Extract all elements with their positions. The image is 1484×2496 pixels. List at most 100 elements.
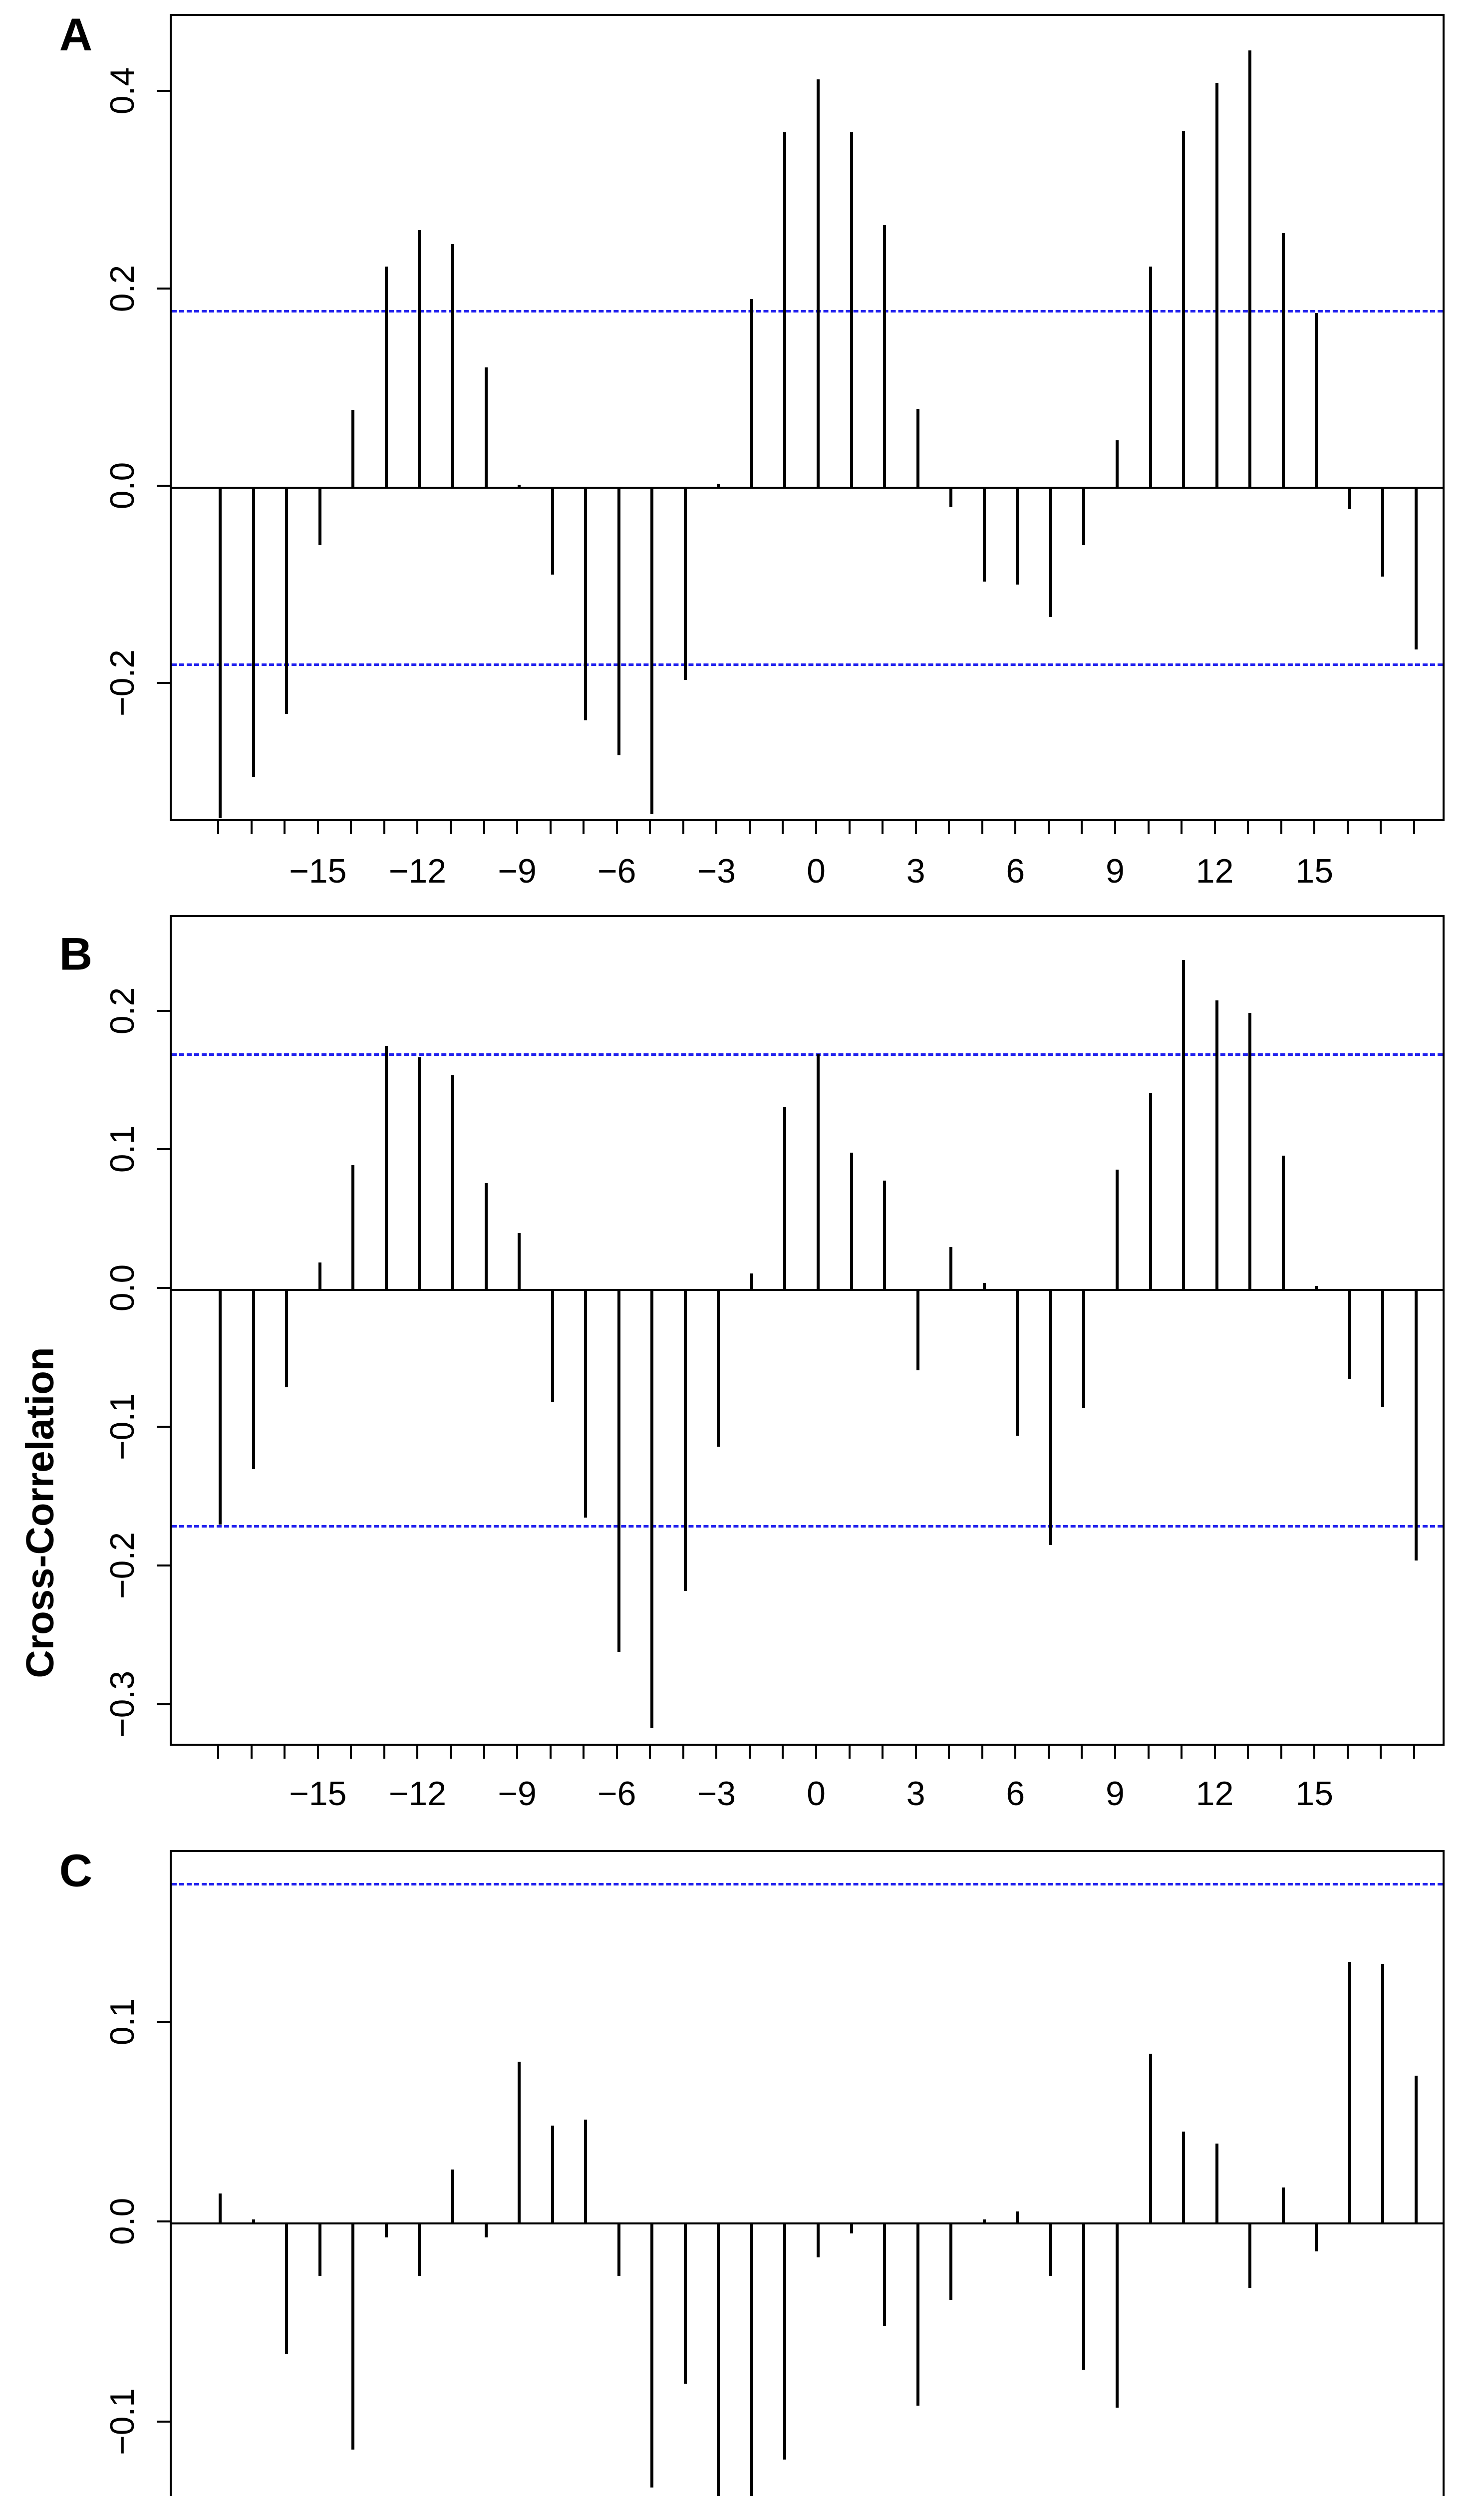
x-tick-lag--16: [284, 821, 286, 834]
ccf-bar-lag--17: [252, 1290, 255, 1469]
ccf-bar-lag-13: [1248, 2223, 1252, 2288]
ccf-bar-lag--16: [285, 1290, 289, 1387]
ccf-bar-lag-1: [850, 1153, 853, 1290]
x-tick-lag--4: [682, 1746, 684, 1759]
zero-line: [172, 486, 1443, 489]
ccf-bar-lag-0: [817, 1054, 820, 1290]
ci-upper-dashed-line: [172, 1053, 1443, 1056]
ccf-bar-lag-5: [982, 487, 986, 582]
x-tick-lag--18: [217, 1746, 220, 1759]
x-tick-label-6: 6: [1006, 852, 1025, 890]
ccf-bar-lag-17: [1381, 1290, 1385, 1407]
ccf-bar-lag-13: [1248, 50, 1252, 488]
x-tick-lag-9: [1114, 821, 1116, 834]
x-tick-label--9: −9: [498, 1775, 537, 1813]
ccf-bar-lag--18: [219, 1290, 222, 1525]
y-tick-A-0.0: [157, 484, 170, 487]
ccf-bar-lag-15: [1315, 313, 1318, 488]
x-tick-label-3: 3: [906, 852, 925, 890]
x-tick-lag-2: [882, 1746, 884, 1759]
ccf-bar-lag--13: [384, 2223, 388, 2238]
x-tick-lag-8: [1081, 1746, 1083, 1759]
ccf-bar-lag-7: [1049, 2223, 1052, 2276]
y-tick-label-B-−0.3: −0.3: [103, 1670, 141, 1738]
x-tick-lag-15: [1313, 821, 1316, 834]
x-tick-lag--13: [383, 821, 385, 834]
ccf-bar-lag-10: [1149, 1093, 1152, 1290]
ccf-bar-lag--7: [584, 2120, 588, 2224]
x-tick-lag--9: [516, 1746, 519, 1759]
x-tick-lag-10: [1147, 1746, 1150, 1759]
x-tick-lag-9: [1114, 1746, 1116, 1759]
ccf-bar-lag--3: [717, 483, 720, 488]
x-tick-lag--9: [516, 821, 519, 834]
y-tick-A-−0.2: [157, 682, 170, 684]
ccf-bar-lag-2: [883, 2223, 887, 2326]
x-tick-lag--14: [350, 1746, 352, 1759]
ccf-bar-lag--3: [717, 1290, 720, 1447]
ci-lower-dashed-line: [172, 663, 1443, 666]
x-tick-label--12: −12: [388, 1775, 447, 1813]
ccf-bar-lag--12: [418, 1057, 421, 1290]
ccf-bar-lag-5: [982, 2219, 986, 2224]
x-tick-label-0: 0: [807, 852, 826, 890]
x-tick-lag--4: [682, 821, 684, 834]
ccf-bar-lag-17: [1381, 1964, 1385, 2224]
ccf-bar-lag-12: [1215, 1000, 1218, 1290]
ccf-bar-lag-4: [949, 2223, 953, 2300]
ccf-bar-lag--2: [750, 2223, 753, 2496]
ccf-bar-lag--1: [783, 132, 787, 488]
ccf-bar-lag-9: [1115, 1169, 1119, 1290]
x-tick-lag-7: [1047, 821, 1050, 834]
x-tick-lag--5: [649, 1746, 651, 1759]
x-tick-lag-1: [848, 1746, 851, 1759]
ccf-bar-lag-11: [1182, 960, 1186, 1290]
ccf-bar-lag--5: [650, 1290, 654, 1729]
ccf-bar-lag-9: [1115, 440, 1119, 488]
x-tick-label--15: −15: [289, 1775, 347, 1813]
ccf-bar-lag-15: [1315, 2223, 1318, 2252]
ccf-bar-lag--15: [318, 487, 321, 545]
x-tick-label-9: 9: [1106, 852, 1125, 890]
ccf-bar-lag--18: [219, 2193, 222, 2224]
ccf-bar-lag--13: [384, 1046, 388, 1290]
ccf-bar-lag--4: [683, 1290, 687, 1591]
x-tick-label--3: −3: [697, 1775, 736, 1813]
ccf-bar-lag-8: [1082, 2223, 1086, 2370]
y-tick-B-0.0: [157, 1287, 170, 1289]
x-tick-lag-12: [1213, 821, 1216, 834]
ccf-bar-lag--5: [650, 2223, 654, 2488]
x-tick-lag-11: [1181, 1746, 1183, 1759]
x-tick-lag--7: [583, 1746, 585, 1759]
x-tick-label-15: 15: [1295, 852, 1334, 890]
ccf-bar-lag--8: [551, 2126, 554, 2224]
ccf-bar-lag--4: [683, 2223, 687, 2384]
x-tick-lag-3: [914, 821, 917, 834]
ccf-bar-lag--14: [351, 2223, 355, 2450]
y-tick-label-B-0.2: 0.2: [103, 987, 141, 1034]
ccf-bar-lag--6: [617, 1290, 620, 1652]
x-tick-lag-6: [1014, 821, 1017, 834]
x-tick-lag-12: [1213, 1746, 1216, 1759]
ccf-bar-lag-8: [1082, 1290, 1086, 1408]
x-tick-lag-16: [1346, 1746, 1349, 1759]
ccf-bar-lag-8: [1082, 487, 1086, 545]
ccf-bar-lag--8: [551, 487, 554, 575]
ccf-bar-lag-18: [1414, 2076, 1418, 2224]
ccf-bar-lag-15: [1315, 1285, 1318, 1290]
ccf-bar-lag--9: [518, 1233, 521, 1290]
ccf-bar-lag-14: [1281, 1155, 1285, 1290]
ccf-bar-lag--16: [285, 487, 289, 714]
ccf-bar-lag-10: [1149, 2054, 1152, 2224]
x-tick-label-0: 0: [807, 1775, 826, 1813]
ccf-bar-lag--1: [783, 1107, 787, 1290]
y-tick-A-0.4: [157, 90, 170, 92]
ccf-bar-lag-18: [1414, 1290, 1418, 1560]
x-tick-lag-14: [1280, 821, 1282, 834]
ccf-bar-lag--12: [418, 230, 421, 488]
x-tick-label-15: 15: [1295, 1775, 1334, 1813]
ccf-bar-lag--9: [518, 2062, 521, 2224]
x-tick-lag--17: [250, 821, 253, 834]
x-tick-lag--1: [782, 821, 784, 834]
x-tick-lag-0: [815, 821, 817, 834]
